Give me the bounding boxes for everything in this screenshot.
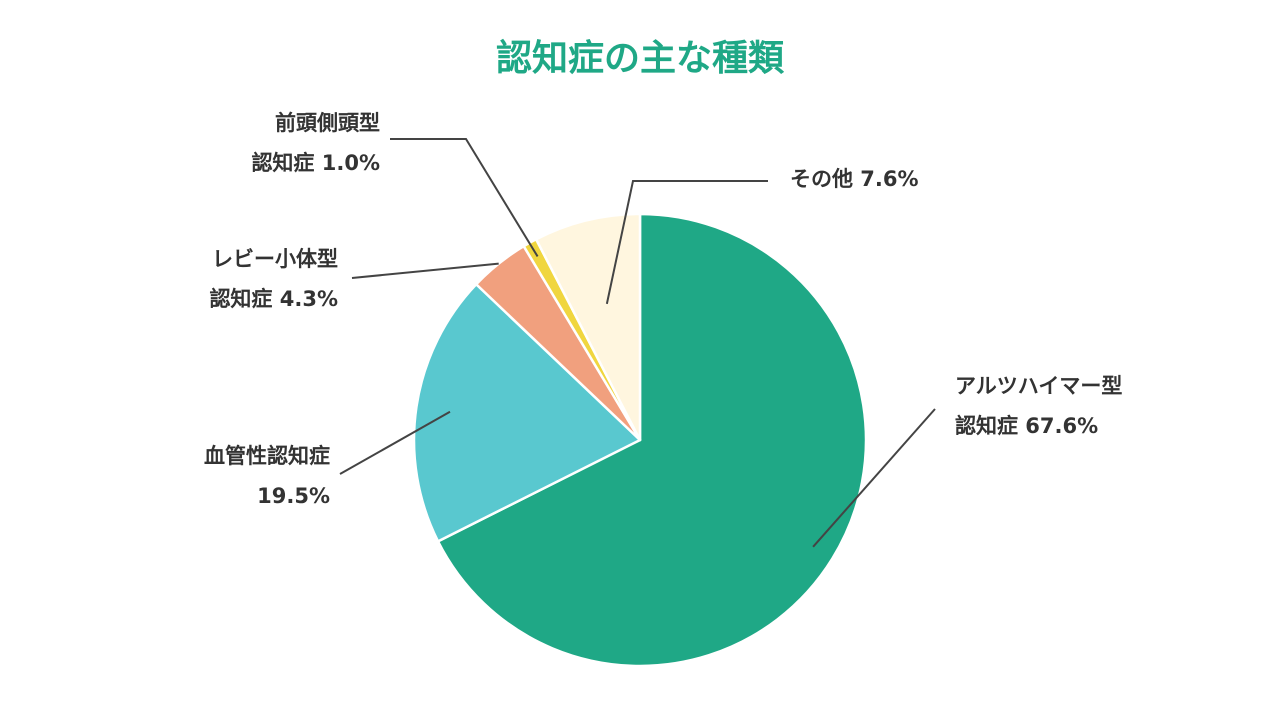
slice-label-line: アルツハイマー型 xyxy=(955,374,1122,398)
slice-label-line: 血管性認知症 xyxy=(204,444,330,468)
leader-lines xyxy=(339,138,936,548)
slice-label-line: 認知症 4.3% xyxy=(209,287,338,311)
leader-line xyxy=(339,410,451,475)
slice-label: 血管性認知症 19.5% xyxy=(204,444,330,508)
leader-line xyxy=(351,262,499,279)
slice-label-line: その他 7.6% xyxy=(790,167,919,191)
leader-line xyxy=(812,408,936,548)
pie-slice xyxy=(412,283,642,543)
leader-line xyxy=(605,180,768,305)
slice-label: アルツハイマー型認知症 67.6% xyxy=(955,374,1122,438)
slice-label-line: 前頭側頭型 xyxy=(275,111,380,135)
slice-label-line: 19.5% xyxy=(257,484,330,508)
chart-title: 認知症の主な種類 xyxy=(496,38,785,79)
slice-label-line: 認知症 1.0% xyxy=(251,151,380,175)
pie-slice xyxy=(436,212,868,668)
slice-label-line: レビー小体型 xyxy=(212,247,338,271)
slice-label-line: 認知症 67.6% xyxy=(955,414,1098,438)
leader-line xyxy=(390,138,539,257)
slice-label: 前頭側頭型認知症 1.0% xyxy=(251,111,380,175)
slice-label: レビー小体型認知症 4.3% xyxy=(209,247,338,311)
pie-slices xyxy=(412,212,868,668)
slice-label: その他 7.6% xyxy=(790,167,919,191)
slice-labels: アルツハイマー型認知症 67.6% 血管性認知症 19.5% レビー小体型認知症 4.… xyxy=(204,111,1122,508)
